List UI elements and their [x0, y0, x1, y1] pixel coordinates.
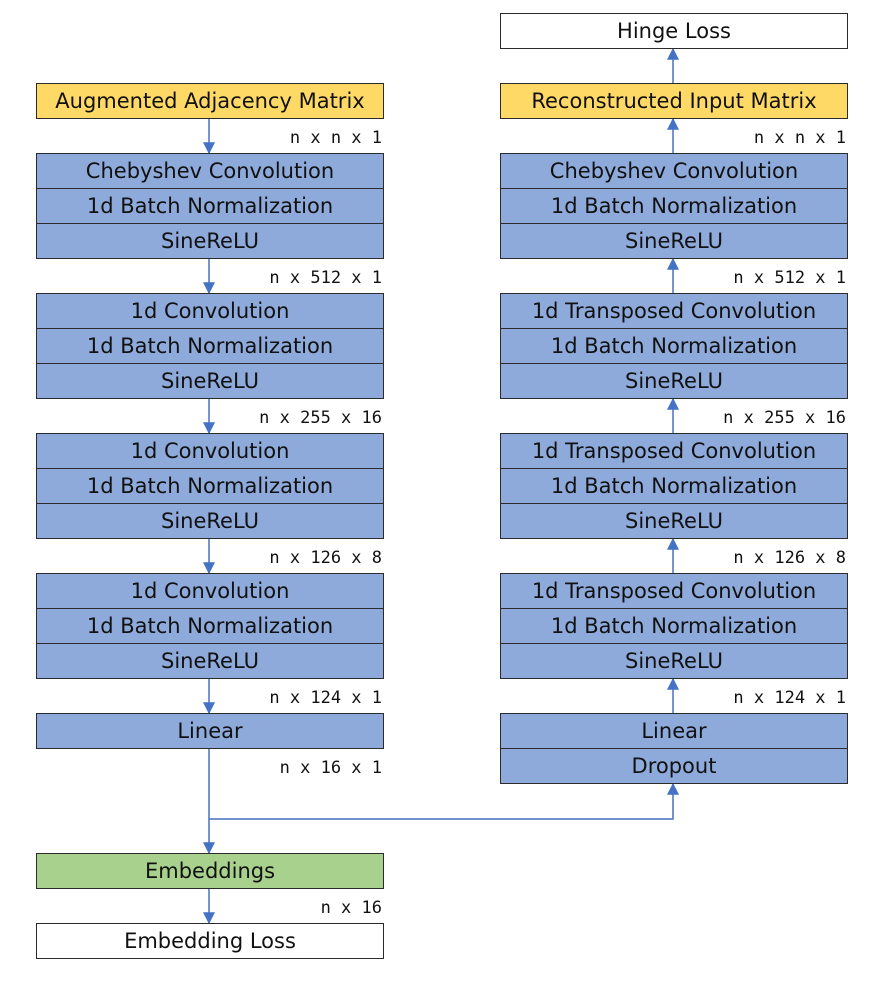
layer-box: 1d Batch Normalization: [500, 328, 848, 364]
dim-label: n x 126 x 8: [733, 548, 846, 568]
layer-box: 1d Batch Normalization: [500, 608, 848, 644]
layer-box: 1d Batch Normalization: [36, 188, 384, 224]
layer-box: SineReLU: [500, 503, 848, 539]
layer-box: 1d Transposed Convolution: [500, 433, 848, 469]
hinge-loss-box: Hinge Loss: [500, 13, 848, 49]
layer-box: 1d Transposed Convolution: [500, 573, 848, 609]
encoder-input-box: Augmented Adjacency Matrix: [36, 83, 384, 119]
layer-box: SineReLU: [500, 643, 848, 679]
dim-label: n x 126 x 8: [269, 548, 382, 568]
decoder-output-box: Reconstructed Input Matrix: [500, 83, 848, 119]
encoder-linear-box: Linear: [36, 713, 384, 749]
layer-box: Chebyshev Convolution: [500, 153, 848, 189]
dim-label: n x 255 x 16: [259, 408, 382, 428]
dim-label: n x 124 x 1: [733, 688, 846, 708]
dim-label: n x n x 1: [289, 128, 382, 148]
embeddings-box: Embeddings: [36, 853, 384, 889]
layer-box: SineReLU: [500, 363, 848, 399]
layer-box: 1d Batch Normalization: [500, 468, 848, 504]
layer-box: SineReLU: [36, 223, 384, 259]
dim-label: n x 512 x 1: [733, 268, 846, 288]
layer-box: SineReLU: [36, 363, 384, 399]
layer-box: SineReLU: [36, 643, 384, 679]
dim-label: n x n x 1: [753, 128, 846, 148]
layer-box: 1d Batch Normalization: [36, 328, 384, 364]
layer-box: Dropout: [500, 748, 848, 784]
layer-box: 1d Batch Normalization: [36, 608, 384, 644]
dim-label: n x 16 x 1: [279, 758, 382, 778]
layer-box: 1d Batch Normalization: [500, 188, 848, 224]
layer-box: SineReLU: [500, 223, 848, 259]
layer-box: 1d Batch Normalization: [36, 468, 384, 504]
layer-box: Linear: [500, 713, 848, 749]
dim-label: n x 512 x 1: [269, 268, 382, 288]
layer-box: 1d Convolution: [36, 573, 384, 609]
layer-box: SineReLU: [36, 503, 384, 539]
layer-box: 1d Convolution: [36, 433, 384, 469]
dim-label: n x 16: [320, 898, 382, 918]
layer-box: 1d Transposed Convolution: [500, 293, 848, 329]
dim-label: n x 255 x 16: [723, 408, 846, 428]
embedding-loss-box: Embedding Loss: [36, 923, 384, 959]
layer-box: 1d Convolution: [36, 293, 384, 329]
dim-label: n x 124 x 1: [269, 688, 382, 708]
layer-box: Chebyshev Convolution: [36, 153, 384, 189]
arrow-branch-to-decoder: [209, 782, 679, 820]
